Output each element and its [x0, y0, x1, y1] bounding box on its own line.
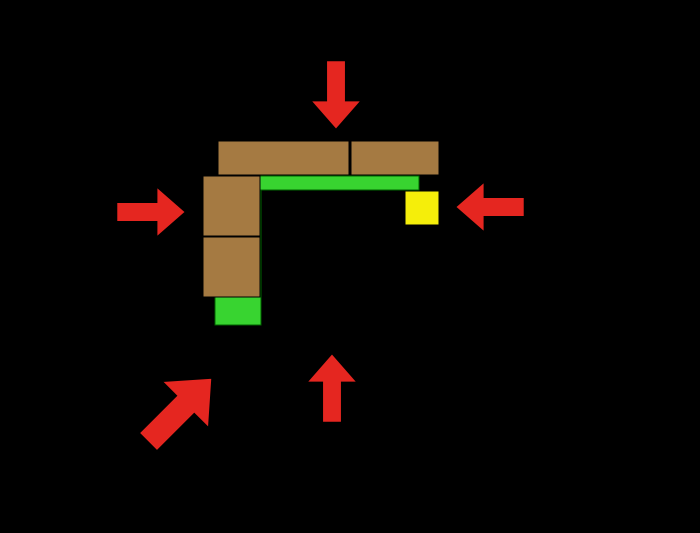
- box-side-top: [203, 176, 260, 236]
- box-yellow: [405, 191, 439, 225]
- box-top-left: [218, 141, 349, 175]
- box-top-right: [351, 141, 439, 175]
- canvas-bg: [0, 0, 700, 533]
- box-side-bot: [203, 237, 260, 297]
